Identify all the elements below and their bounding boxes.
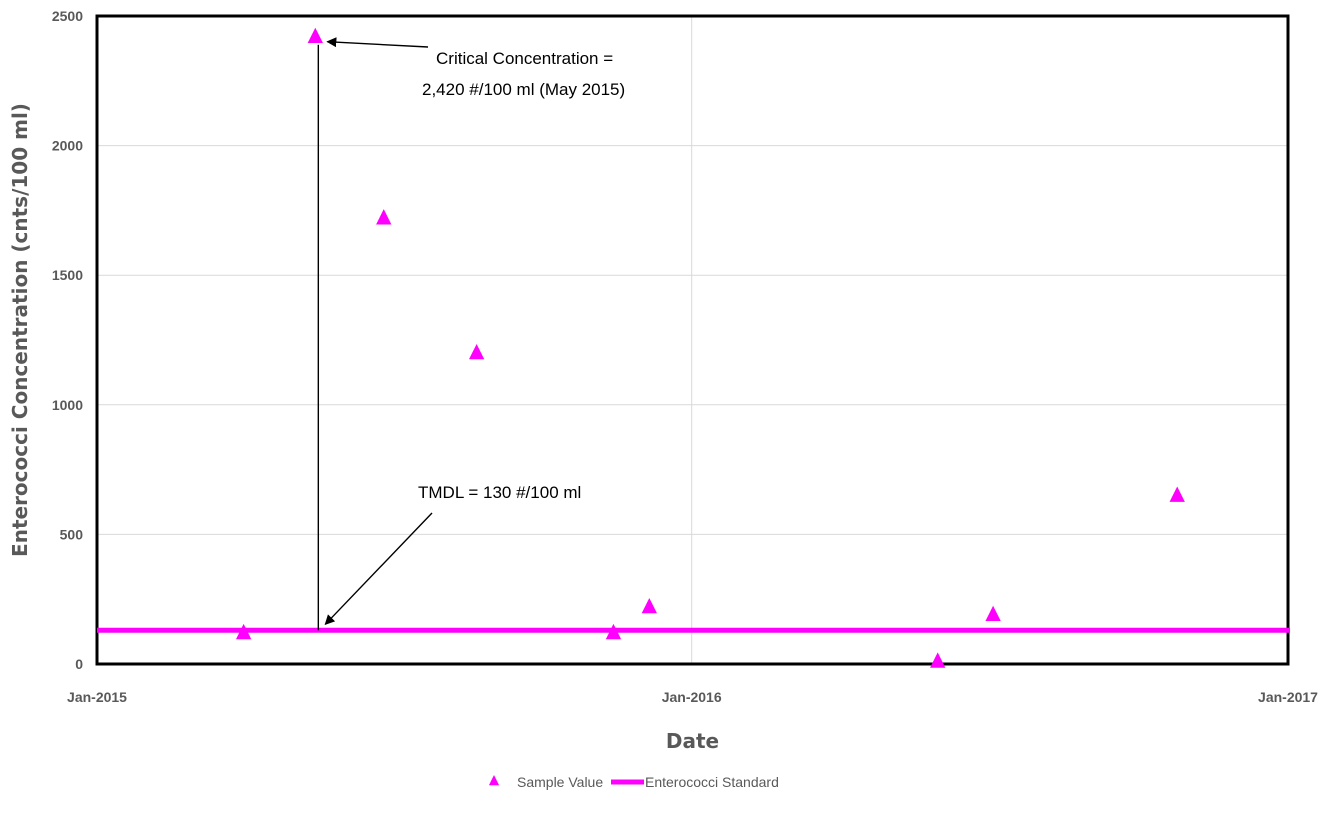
legend-sample-value-marker — [488, 775, 500, 786]
gridlines — [97, 16, 1288, 664]
y-tick-label: 1500 — [52, 267, 83, 283]
sample-value-point — [235, 623, 252, 640]
sample-value-point — [1169, 486, 1185, 502]
critical-concentration-arrow — [326, 37, 429, 48]
tmdl-arrow — [324, 512, 433, 626]
y-tick-label: 2000 — [52, 138, 83, 154]
x-tick-label: Jan-2017 — [1258, 689, 1318, 705]
sample-value-point — [307, 27, 323, 44]
x-tick-label: Jan-2015 — [67, 689, 127, 705]
critical-concentration-label-line1: Critical Concentration = — [436, 49, 613, 68]
legend-sample-value-label: Sample Value — [517, 774, 603, 790]
x-tick-label: Jan-2016 — [662, 689, 722, 705]
sample-value-point — [376, 209, 392, 225]
x-axis-title: Date — [666, 729, 719, 753]
sample-value-points — [235, 27, 1185, 668]
y-tick-label: 0 — [75, 656, 83, 672]
legend-enterococci-standard-label: Enterococci Standard — [645, 774, 779, 790]
tmdl-label: TMDL = 130 #/100 ml — [418, 483, 581, 502]
plot-area-border — [95, 14, 1290, 666]
critical-concentration-label-line2: 2,420 #/100 ml (May 2015) — [422, 80, 625, 99]
y-axis-title: Enterococci Concentration (cnts/100 ml) — [8, 103, 32, 557]
sample-value-point — [930, 652, 946, 668]
y-tick-label: 500 — [60, 526, 84, 542]
y-axis-ticks: 0 500 1000 1500 2000 2500 — [52, 8, 83, 672]
sample-value-point — [468, 343, 485, 360]
y-tick-label: 2500 — [52, 8, 83, 24]
sample-value-point — [985, 605, 1001, 622]
sample-value-point — [605, 623, 622, 640]
sample-value-point — [641, 597, 657, 614]
y-tick-label: 1000 — [52, 397, 83, 413]
legend: Sample Value Enterococci Standard — [488, 774, 779, 790]
x-axis-ticks: Jan-2015 Jan-2016 Jan-2017 — [67, 689, 1318, 705]
